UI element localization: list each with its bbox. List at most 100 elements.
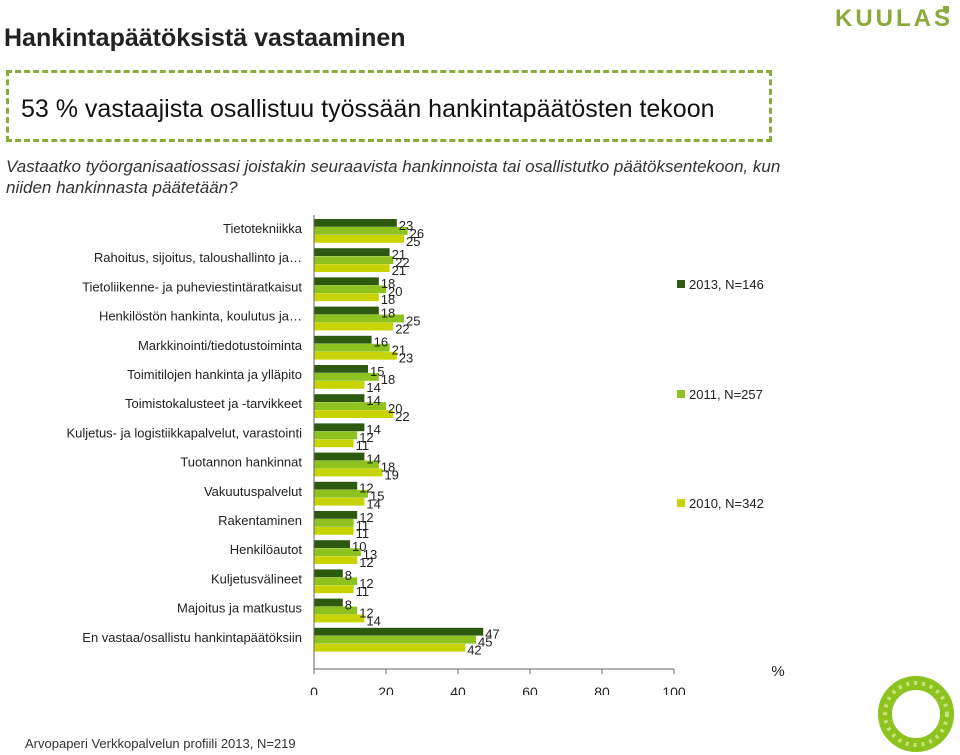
data-label: 23 bbox=[399, 351, 413, 366]
bar bbox=[314, 606, 358, 615]
category-label: Tietotekniikka bbox=[223, 221, 303, 236]
decorative-ring-icon bbox=[878, 676, 954, 752]
bar bbox=[314, 627, 484, 636]
bar bbox=[314, 351, 397, 360]
bar bbox=[314, 402, 386, 410]
bar bbox=[314, 643, 466, 652]
data-label: 14 bbox=[366, 613, 380, 628]
data-label: 18 bbox=[381, 459, 395, 474]
bar bbox=[314, 285, 386, 294]
data-label: 10 bbox=[352, 539, 366, 554]
bar bbox=[314, 314, 404, 323]
data-label: 22 bbox=[395, 255, 409, 270]
data-label: 12 bbox=[359, 510, 373, 525]
bar bbox=[314, 293, 379, 302]
data-label: 11 bbox=[356, 526, 370, 541]
data-label: 18 bbox=[381, 276, 395, 291]
legend-label: 2011, N=257 bbox=[689, 387, 763, 402]
data-label: 15 bbox=[370, 489, 384, 504]
data-label: 14 bbox=[366, 497, 380, 512]
bar bbox=[314, 468, 383, 477]
data-label: 11 bbox=[356, 518, 370, 533]
bar bbox=[314, 227, 408, 235]
data-label: 14 bbox=[366, 380, 380, 395]
bar bbox=[314, 277, 379, 286]
bar bbox=[314, 548, 361, 556]
bar bbox=[314, 256, 394, 264]
legend-swatch bbox=[677, 280, 685, 288]
bar bbox=[314, 540, 350, 548]
bar bbox=[314, 556, 358, 564]
data-label: 22 bbox=[395, 409, 409, 424]
x-tick-label: 60 bbox=[522, 684, 538, 695]
data-label: 20 bbox=[388, 401, 402, 416]
data-label: 12 bbox=[359, 481, 373, 496]
data-label: 14 bbox=[366, 422, 380, 437]
survey-question: Vastaatko työorganisaatiossasi joistakin… bbox=[6, 157, 781, 197]
category-label: Kuljetusvälineet bbox=[211, 571, 302, 586]
bar bbox=[314, 306, 379, 315]
data-label: 18 bbox=[381, 372, 395, 387]
bar bbox=[314, 335, 372, 344]
svg-text:KUULAS: KUULAS bbox=[835, 5, 953, 32]
bar bbox=[314, 343, 390, 352]
category-label: Rahoitus, sijoitus, taloushallinto ja… bbox=[94, 250, 302, 265]
bar bbox=[314, 452, 365, 461]
data-label: 15 bbox=[370, 364, 384, 379]
data-label: 11 bbox=[356, 438, 370, 453]
x-tick-label: 100 bbox=[662, 684, 686, 695]
category-label: Tuotannon hankinnat bbox=[180, 455, 302, 470]
legend-label: 2010, N=342 bbox=[689, 496, 764, 511]
bar bbox=[314, 394, 365, 402]
x-tick-label: 80 bbox=[594, 684, 610, 695]
category-label: Toimitilojen hankinta ja ylläpito bbox=[127, 367, 302, 382]
category-label: Henkilöstön hankinta, koulutus ja… bbox=[99, 309, 302, 324]
x-tick-label: 0 bbox=[310, 684, 318, 695]
data-label: 19 bbox=[384, 467, 398, 482]
legend-swatch bbox=[677, 390, 685, 398]
bar bbox=[314, 410, 394, 418]
bar bbox=[314, 235, 404, 243]
data-label: 22 bbox=[395, 321, 409, 336]
bar bbox=[314, 527, 354, 535]
bar bbox=[314, 248, 390, 256]
category-label: Toimistokalusteet ja -tarvikkeet bbox=[125, 396, 302, 411]
data-label: 12 bbox=[359, 576, 373, 591]
category-label: Markkinointi/tiedotustoiminta bbox=[138, 338, 303, 353]
bar bbox=[314, 219, 397, 227]
page-title: Hankintapäätöksistä vastaaminen bbox=[4, 24, 406, 52]
bar bbox=[314, 585, 354, 594]
category-label: Vakuutuspalvelut bbox=[204, 484, 302, 499]
category-label: Majoitus ja matkustus bbox=[177, 601, 302, 616]
data-label: 42 bbox=[467, 643, 481, 658]
x-tick-label: 20 bbox=[378, 684, 394, 695]
data-label: 26 bbox=[410, 226, 424, 241]
bar bbox=[314, 439, 354, 448]
category-label: Rakentaminen bbox=[218, 513, 302, 528]
kuulas-logo: KUULAS bbox=[835, 5, 953, 32]
bar bbox=[314, 569, 343, 578]
data-label: 8 bbox=[345, 597, 352, 612]
data-label: 13 bbox=[363, 547, 377, 562]
bar bbox=[314, 322, 394, 331]
data-label: 14 bbox=[366, 451, 380, 466]
headline-box: 53 % vastaajista osallistuu työssään han… bbox=[6, 70, 772, 142]
bar bbox=[314, 423, 365, 432]
category-label: Henkilöautot bbox=[230, 542, 303, 557]
bar bbox=[314, 519, 354, 527]
bar bbox=[314, 635, 476, 644]
data-label: 23 bbox=[399, 218, 413, 233]
data-label: 12 bbox=[359, 555, 373, 570]
bar bbox=[314, 431, 358, 440]
data-label: 20 bbox=[388, 284, 402, 299]
data-label: 21 bbox=[392, 247, 406, 262]
x-axis-label: % bbox=[771, 663, 784, 680]
bar bbox=[314, 614, 365, 623]
x-tick-label: 40 bbox=[450, 684, 466, 695]
bar bbox=[314, 489, 368, 498]
legend-label: 2013, N=146 bbox=[689, 277, 764, 292]
bar bbox=[314, 497, 365, 506]
legend-swatch bbox=[677, 499, 685, 507]
data-label: 45 bbox=[478, 635, 492, 650]
category-label: Tietoliikenne- ja puheviestintäratkaisut bbox=[82, 279, 302, 294]
